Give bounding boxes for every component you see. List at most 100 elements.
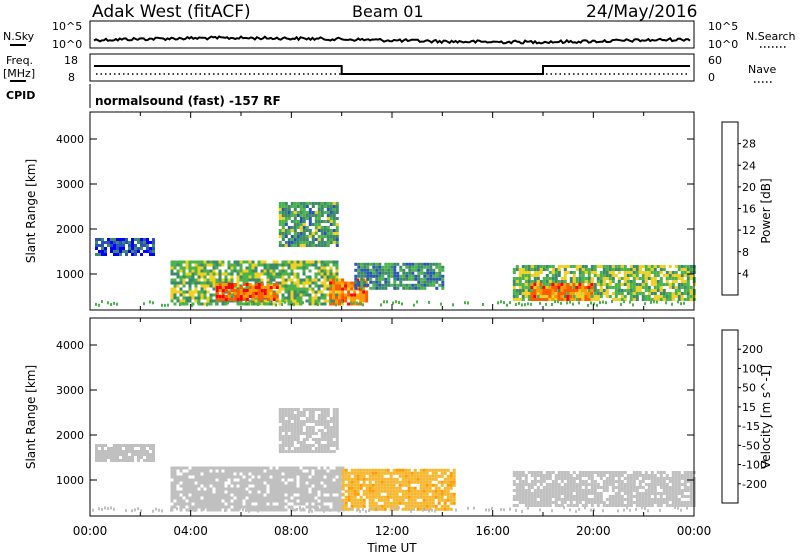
data-cell [248,263,252,267]
data-cell [581,295,585,298]
data-cell [590,489,594,492]
data-cell [209,499,213,503]
data-cell [278,302,282,306]
data-cell [389,492,393,496]
data-cell [569,300,571,304]
data-cell [194,490,198,494]
data-cell [230,469,234,473]
data-cell [578,277,582,280]
data-cell [245,292,249,295]
data-cell [629,498,633,501]
data-cell [563,268,567,271]
data-cell [335,444,339,447]
data-cell [404,480,408,484]
data-cell [281,235,285,238]
data-cell [539,477,543,480]
data-cell [149,459,152,462]
data-cell [362,296,366,300]
data-cell [683,471,687,474]
data-cell [623,477,627,480]
data-cell [227,295,231,298]
data-cell [638,265,642,268]
data-cell [308,293,312,297]
data-cell [311,499,315,503]
data-cell [146,444,149,447]
data-cell [302,447,306,450]
data-cell [569,498,573,501]
data-cell [239,481,243,485]
data-cell [302,278,306,282]
data-cell [671,283,675,286]
data-cell [377,495,381,499]
data-cell [359,474,363,478]
data-cell [626,292,630,295]
data-cell [140,244,143,247]
data-cell [215,502,219,506]
data-cell [296,438,300,441]
data-cell [230,269,234,273]
data-cell [632,265,636,268]
data-cell [278,275,282,279]
data-cell [527,280,531,283]
data-cell [278,205,282,208]
data-cell [530,501,534,504]
data-cell [299,472,303,476]
data-cell [323,229,327,232]
data-cell [125,450,128,453]
data-cell [422,474,426,478]
data-cell [408,283,412,287]
data-cell [221,502,225,506]
data-cell [569,501,573,504]
data-cell [578,495,582,498]
data-cell [113,244,116,247]
data-cell [611,271,615,274]
data-cell [368,489,372,493]
data-cell [341,468,345,472]
data-cell [425,483,429,487]
data-cell [356,287,360,291]
data-cell [236,502,240,506]
data-cell [272,292,276,295]
data-cell [629,268,633,271]
data-cell [296,302,300,306]
data-cell [251,275,255,279]
data-cell [623,489,627,492]
data-cell [548,283,552,286]
data-cell [539,504,543,507]
data-cell [680,280,684,283]
data-cell [404,495,408,499]
data-cell [323,417,327,420]
data-cell [242,505,246,509]
data-cell [557,283,561,286]
data-cell [438,265,442,269]
data-cell [659,271,663,274]
data-cell [260,469,264,473]
data-cell [524,474,528,477]
data-cell [440,489,444,493]
data-cell [434,471,438,475]
data-cell [323,263,327,267]
data-cell [626,474,630,477]
data-cell [299,499,303,503]
data-cell [176,496,180,500]
data-cell [548,289,552,292]
data-cell [302,220,306,223]
data-cell [329,223,333,226]
data-cell [242,469,246,473]
data-cell [293,217,297,220]
data-cell [98,244,101,247]
data-cell [230,481,234,485]
data-cell [326,241,330,244]
data-cell [335,202,339,205]
data-cell [242,269,246,273]
data-cell [266,496,270,500]
data-cell [266,472,270,476]
data-cell [368,480,372,484]
data-cell [335,414,339,417]
data-cell [416,474,420,478]
data-cell [347,477,351,481]
data-cell [551,298,555,301]
data-cell [578,483,582,486]
data-cell [251,298,255,301]
data-cell [617,504,621,507]
